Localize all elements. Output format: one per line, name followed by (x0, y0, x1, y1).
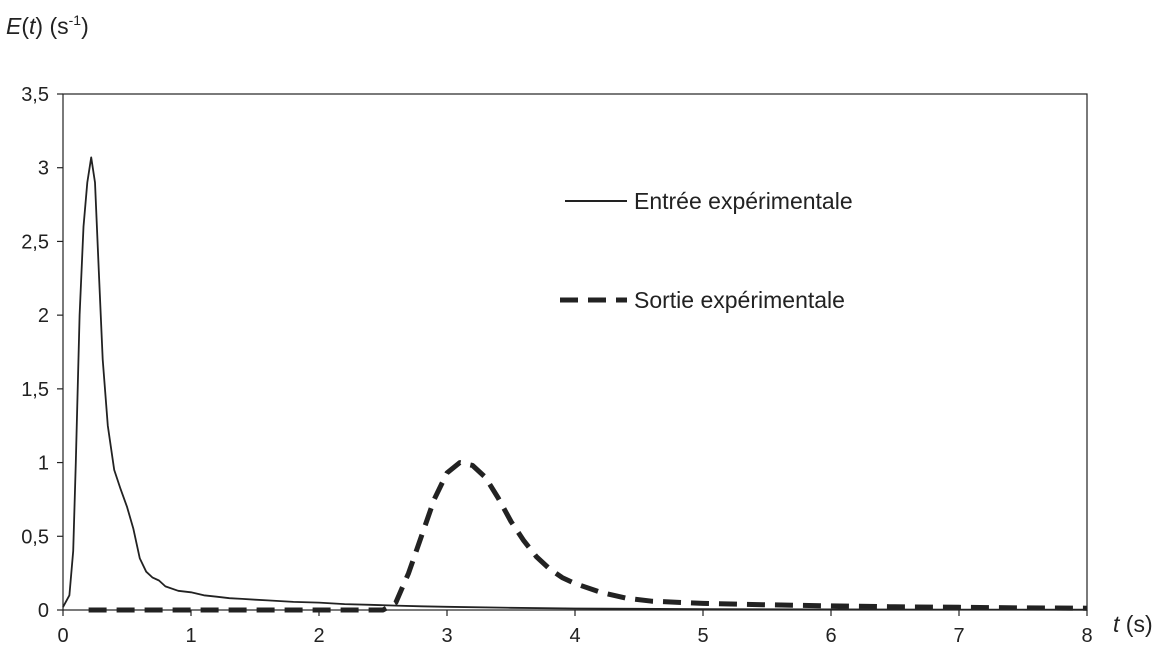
y-axis-label-unit-exp: -1 (69, 12, 82, 28)
y-tick-label: 1 (38, 453, 49, 475)
x-axis-label-var: t (1113, 611, 1121, 637)
x-tick-label: 3 (441, 625, 452, 647)
x-axis: 0 1 2 3 4 5 6 7 8 (57, 610, 1093, 647)
y-tick-label: 2 (38, 305, 49, 327)
y-axis-label-paren-open: ( (21, 13, 29, 39)
x-tick-label: 7 (953, 625, 964, 647)
x-tick-label: 2 (313, 625, 324, 647)
x-tick-label: 1 (185, 625, 196, 647)
y-axis-label-unit: (s (49, 13, 68, 39)
x-axis-label: t (s) (1113, 611, 1153, 637)
x-tick-label: 8 (1081, 625, 1092, 647)
y-tick-label: 0 (38, 600, 49, 622)
plot-frame (62, 93, 1088, 611)
y-axis: 0 0,5 1 1,5 2 2,5 3 3,5 (21, 84, 63, 622)
y-tick-label: 0,5 (21, 526, 49, 548)
x-tick-label: 4 (569, 625, 580, 647)
y-axis-label-var: E (6, 13, 22, 39)
y-tick-label: 3 (38, 158, 49, 180)
y-tick-label: 1,5 (21, 379, 49, 401)
y-tick-label: 2,5 (21, 231, 49, 253)
y-axis-label-unit-close: ) (81, 13, 89, 39)
series-layer (62, 156, 1088, 613)
legend: Entrée expérimentale Sortie expérimental… (560, 188, 853, 313)
series-line-sortie (88, 460, 1088, 613)
y-axis-label-paren-close: ) (35, 13, 49, 39)
x-tick-label: 5 (697, 625, 708, 647)
y-tick-label: 3,5 (21, 84, 49, 106)
legend-label-entree: Entrée expérimentale (634, 188, 853, 214)
x-tick-label: 0 (57, 625, 68, 647)
series-line-entree (62, 156, 1088, 611)
x-axis-label-unit: (s) (1126, 611, 1153, 637)
legend-label-sortie: Sortie expérimentale (634, 287, 845, 313)
x-tick-label: 6 (825, 625, 836, 647)
y-axis-label: E(t) (s-1) (6, 12, 89, 39)
y-axis-label-arg: t (29, 13, 37, 39)
